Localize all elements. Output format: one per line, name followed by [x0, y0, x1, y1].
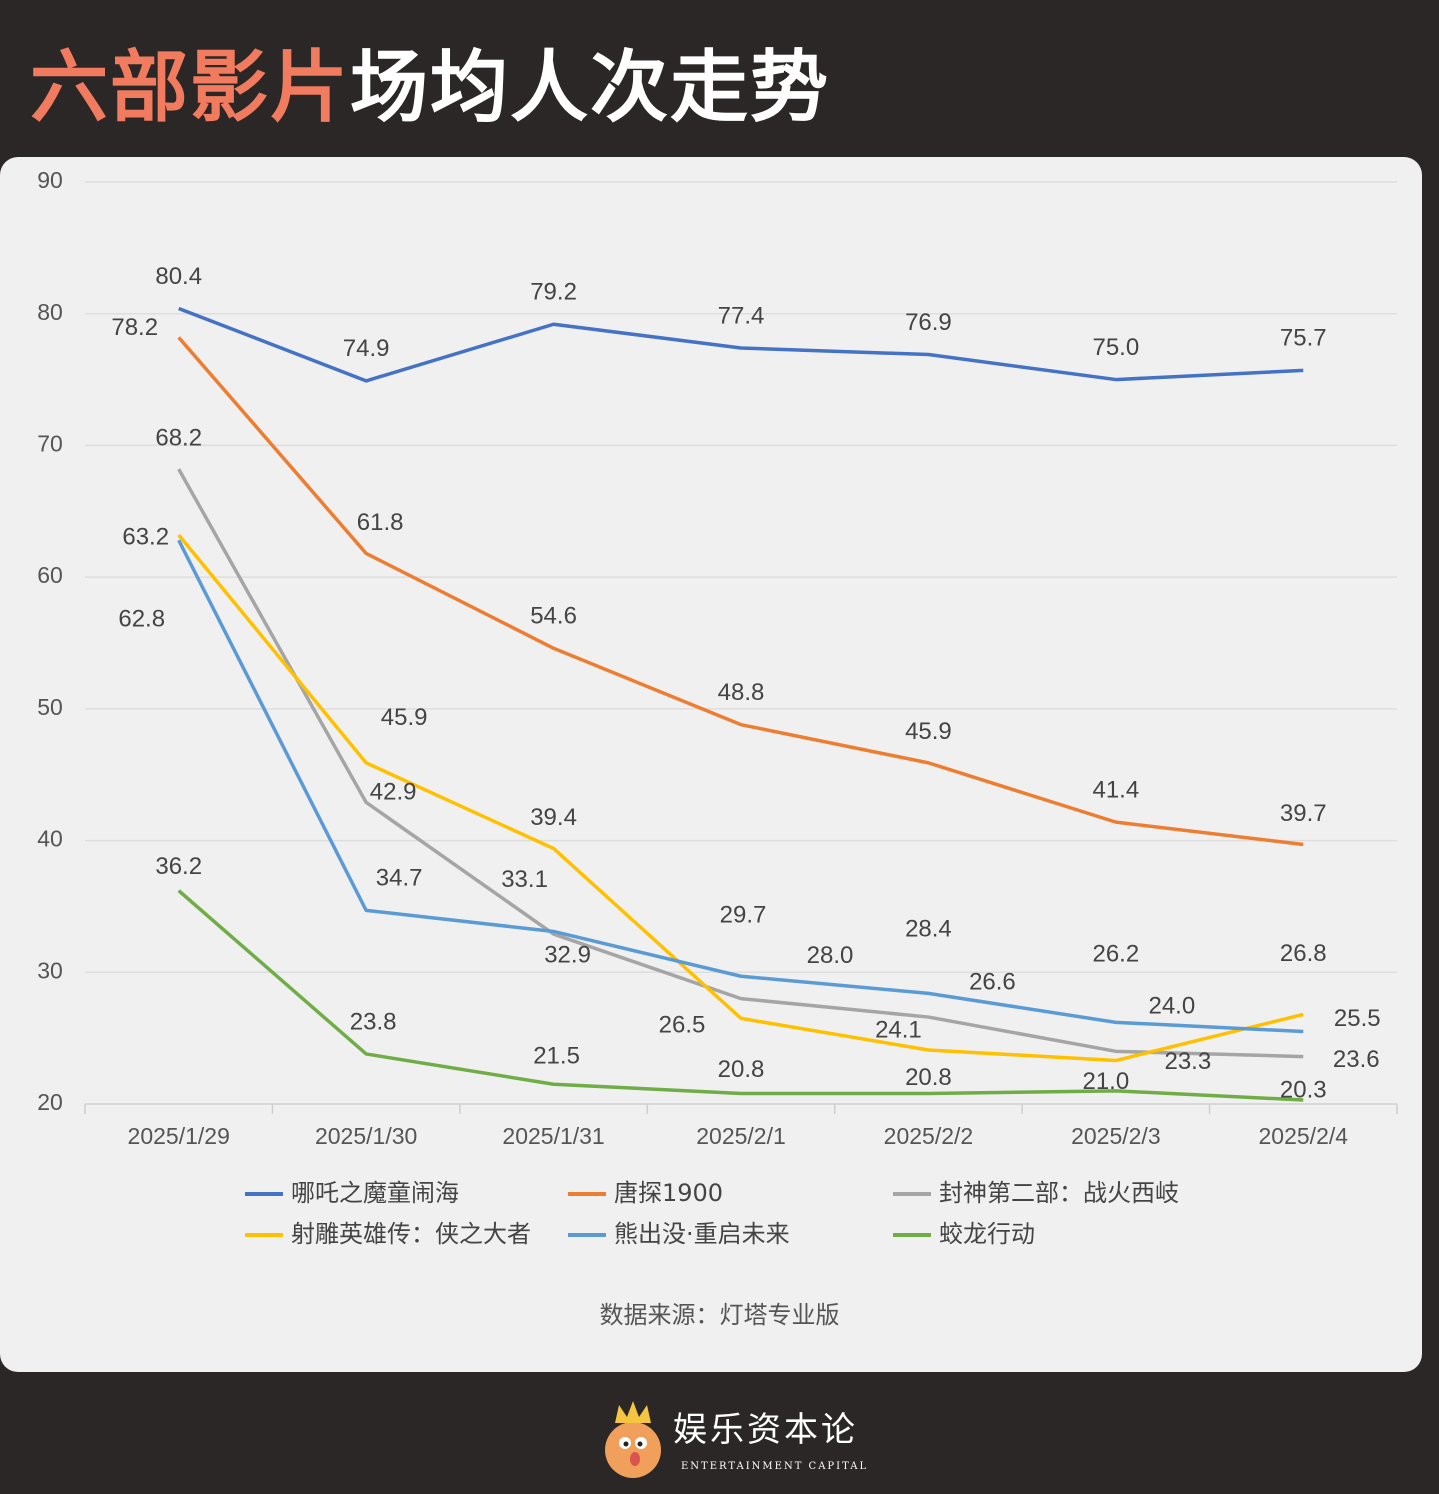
data-label: 75.7: [1280, 325, 1327, 352]
data-label: 39.4: [530, 804, 577, 831]
legend-label: 封神第二部：战火西岐: [939, 1179, 1179, 1207]
x-tick-label: 2025/2/1: [696, 1123, 786, 1149]
data-label: 23.3: [1164, 1048, 1211, 1075]
data-label: 45.9: [381, 704, 428, 731]
data-label: 29.7: [720, 902, 767, 929]
data-label: 45.9: [905, 718, 952, 745]
legend-label: 蛟龙行动: [939, 1220, 1035, 1248]
legend-label: 熊出没·重启未来: [614, 1220, 790, 1248]
data-source: 数据来源：灯塔专业版: [599, 1301, 840, 1329]
data-label: 80.4: [155, 263, 202, 290]
series-line: [177, 533, 1304, 1063]
series-line: [177, 889, 1304, 1102]
y-tick-label: 40: [37, 826, 63, 852]
series-line: [177, 468, 1304, 1059]
x-tick-label: 2025/2/3: [1071, 1123, 1161, 1149]
series-line: [177, 539, 1304, 1034]
data-label: 34.7: [376, 865, 423, 892]
y-tick-label: 90: [37, 167, 63, 193]
brand-name: 娱乐资本论: [673, 1410, 858, 1450]
data-label: 68.2: [155, 424, 202, 451]
data-label: 28.0: [807, 942, 854, 969]
brand-name-en: ENTERTAINMENT CAPITAL: [681, 1461, 869, 1472]
data-label: 20.8: [718, 1056, 765, 1083]
data-label: 75.0: [1092, 334, 1139, 361]
x-tick-label: 2025/1/30: [315, 1123, 417, 1149]
data-label: 26.2: [1092, 941, 1139, 968]
data-label: 26.5: [659, 1012, 706, 1039]
data-label: 26.6: [969, 968, 1016, 995]
data-label: 77.4: [718, 302, 765, 329]
data-label: 21.5: [533, 1043, 580, 1070]
data-label: 76.9: [905, 309, 952, 336]
legend-label: 唐探1900: [614, 1179, 723, 1207]
data-label: 78.2: [111, 314, 158, 341]
data-label: 28.4: [905, 916, 952, 943]
legend-label: 射雕英雄传：侠之大者: [291, 1220, 531, 1248]
data-label: 48.8: [718, 679, 765, 706]
y-tick-label: 30: [37, 957, 63, 983]
series-line: [178, 306, 1304, 383]
chart-card: [0, 157, 1422, 1372]
data-label: 23.6: [1333, 1046, 1380, 1073]
data-label: 74.9: [343, 335, 390, 362]
brand-logo: 娱乐资本论 ENTERTAINMENT CAPITAL: [595, 1395, 885, 1490]
data-label: 24.0: [1148, 993, 1195, 1020]
data-label: 63.2: [122, 523, 169, 550]
data-label: 21.0: [1082, 1068, 1129, 1095]
x-tick-label: 2025/2/2: [884, 1123, 974, 1149]
y-tick-label: 80: [37, 299, 63, 325]
x-tick-label: 2025/2/4: [1259, 1123, 1349, 1149]
y-tick-label: 20: [37, 1089, 63, 1115]
data-label: 61.8: [357, 509, 404, 536]
data-label: 33.1: [501, 866, 548, 893]
data-label: 36.2: [155, 853, 202, 880]
data-label: 26.8: [1280, 940, 1327, 967]
data-label: 32.9: [544, 941, 591, 968]
series-line: [177, 336, 1304, 847]
title-rest: 场均人次走势: [350, 43, 831, 133]
y-tick-label: 60: [37, 562, 63, 588]
x-tick-label: 2025/1/29: [128, 1123, 230, 1149]
data-label: 20.8: [905, 1064, 952, 1091]
data-label: 42.9: [370, 779, 417, 806]
x-tick-label: 2025/1/31: [502, 1123, 604, 1149]
data-label: 23.8: [350, 1008, 397, 1035]
data-label: 62.8: [118, 606, 165, 633]
mascot-icon: [605, 1401, 661, 1478]
data-label: 41.4: [1092, 776, 1139, 803]
legend-label: 哪吒之魔童闹海: [291, 1179, 459, 1207]
data-label: 39.7: [1280, 800, 1327, 827]
data-label: 25.5: [1334, 1005, 1381, 1032]
data-label: 24.1: [875, 1016, 922, 1043]
y-tick-label: 50: [37, 694, 63, 720]
data-label: 20.3: [1280, 1076, 1327, 1103]
y-tick-label: 70: [37, 431, 63, 457]
data-label: 79.2: [530, 279, 577, 306]
data-label: 54.6: [530, 603, 577, 630]
title-highlight: 六部影片: [30, 43, 351, 133]
page-title: 六部影片场均人次走势: [30, 38, 830, 138]
